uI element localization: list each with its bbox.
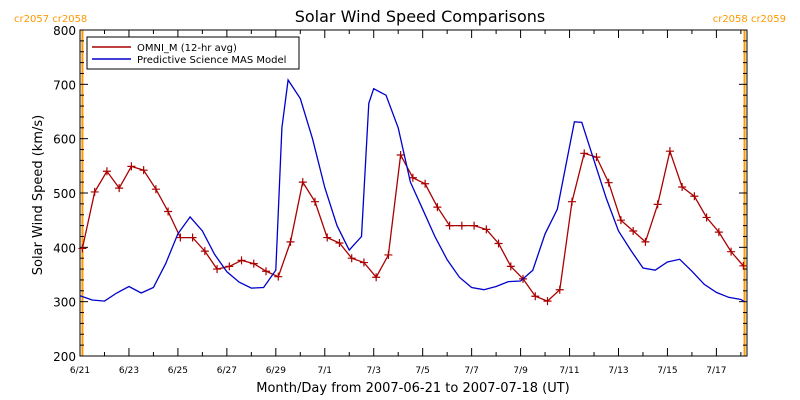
y-tick-label: 700	[53, 78, 76, 92]
legend-label: Predictive Science MAS Model	[137, 55, 286, 66]
legend-box	[86, 36, 300, 70]
data-point	[408, 173, 417, 182]
data-point	[164, 207, 173, 216]
data-point	[543, 297, 552, 306]
plot-frame	[79, 29, 748, 357]
data-point	[641, 237, 650, 246]
data-point	[592, 153, 601, 162]
data-point	[531, 292, 540, 301]
carrington-label: cr2057 cr2058	[14, 14, 87, 25]
x-tick-label: 6/29	[266, 366, 286, 376]
data-point	[727, 247, 736, 256]
data-point	[90, 187, 99, 196]
data-point	[433, 203, 442, 212]
data-point	[506, 262, 515, 271]
x-tick-label: 7/17	[706, 366, 726, 376]
x-tick-label: 7/11	[559, 366, 579, 376]
data-point	[739, 261, 748, 270]
data-point	[421, 179, 430, 188]
data-point	[665, 147, 674, 156]
data-point	[200, 247, 209, 256]
x-tick-label: 7/1	[318, 366, 332, 376]
series-line-1	[81, 148, 744, 302]
data-point	[225, 262, 234, 271]
chart-title: Solar Wind Speed Comparisons	[295, 7, 546, 26]
data-point	[188, 233, 197, 242]
data-point	[151, 185, 160, 194]
data-point	[298, 178, 307, 187]
y-tick-label: 400	[53, 241, 76, 255]
data-point	[653, 200, 662, 209]
data-point	[127, 162, 136, 171]
x-tick-label: 7/5	[415, 366, 429, 376]
data-point	[690, 192, 699, 201]
x-tick-label: 6/21	[70, 366, 90, 376]
y-tick-label: 300	[53, 296, 76, 310]
y-tick-label: 500	[53, 187, 76, 201]
data-point	[396, 150, 405, 159]
data-point	[445, 221, 454, 230]
x-tick-label: 6/27	[217, 366, 237, 376]
legend-label: OMNI_M (12-hr avg)	[137, 43, 237, 54]
data-point	[629, 227, 638, 236]
data-point	[359, 258, 368, 267]
data-point	[286, 237, 295, 246]
data-point	[616, 216, 625, 225]
x-tick-label: 6/23	[119, 366, 139, 376]
data-point	[213, 265, 222, 274]
series-line-2	[79, 78, 745, 303]
data-point	[249, 259, 258, 268]
data-point	[457, 221, 466, 230]
x-tick-label: 6/25	[168, 366, 188, 376]
data-point	[139, 166, 148, 175]
data-point	[604, 178, 613, 187]
x-tick-label: 7/3	[366, 366, 380, 376]
data-point	[237, 256, 246, 265]
data-point	[335, 238, 344, 247]
data-point	[323, 233, 332, 242]
y-axis-label: Solar Wind Speed (km/s)	[31, 115, 46, 275]
data-point	[347, 254, 356, 263]
x-tick-label: 7/15	[657, 366, 677, 376]
data-point	[580, 149, 589, 158]
data-point	[384, 250, 393, 259]
data-point	[310, 197, 319, 206]
data-point	[714, 228, 723, 237]
data-point	[262, 267, 271, 276]
data-point	[470, 221, 479, 230]
data-point	[274, 272, 283, 281]
data-point	[78, 244, 87, 253]
y-tick-label: 600	[53, 133, 76, 147]
x-tick-label: 7/9	[513, 366, 528, 376]
data-point	[482, 225, 491, 234]
data-point	[102, 167, 111, 176]
x-tick-label: 7/7	[464, 366, 478, 376]
data-point	[372, 273, 381, 282]
x-axis-label: Month/Day from 2007-06-21 to 2007-07-18 …	[256, 381, 569, 396]
data-point	[494, 239, 503, 248]
data-point	[176, 233, 185, 242]
data-point	[555, 285, 564, 294]
y-tick-label: 200	[53, 350, 76, 364]
data-point	[567, 197, 576, 206]
y-tick-label: 800	[53, 24, 76, 38]
data-point	[678, 183, 687, 192]
data-point	[115, 184, 124, 193]
x-tick-label: 7/13	[608, 366, 628, 376]
data-point	[702, 213, 711, 222]
carrington-label: cr2058 cr2059	[713, 14, 786, 25]
